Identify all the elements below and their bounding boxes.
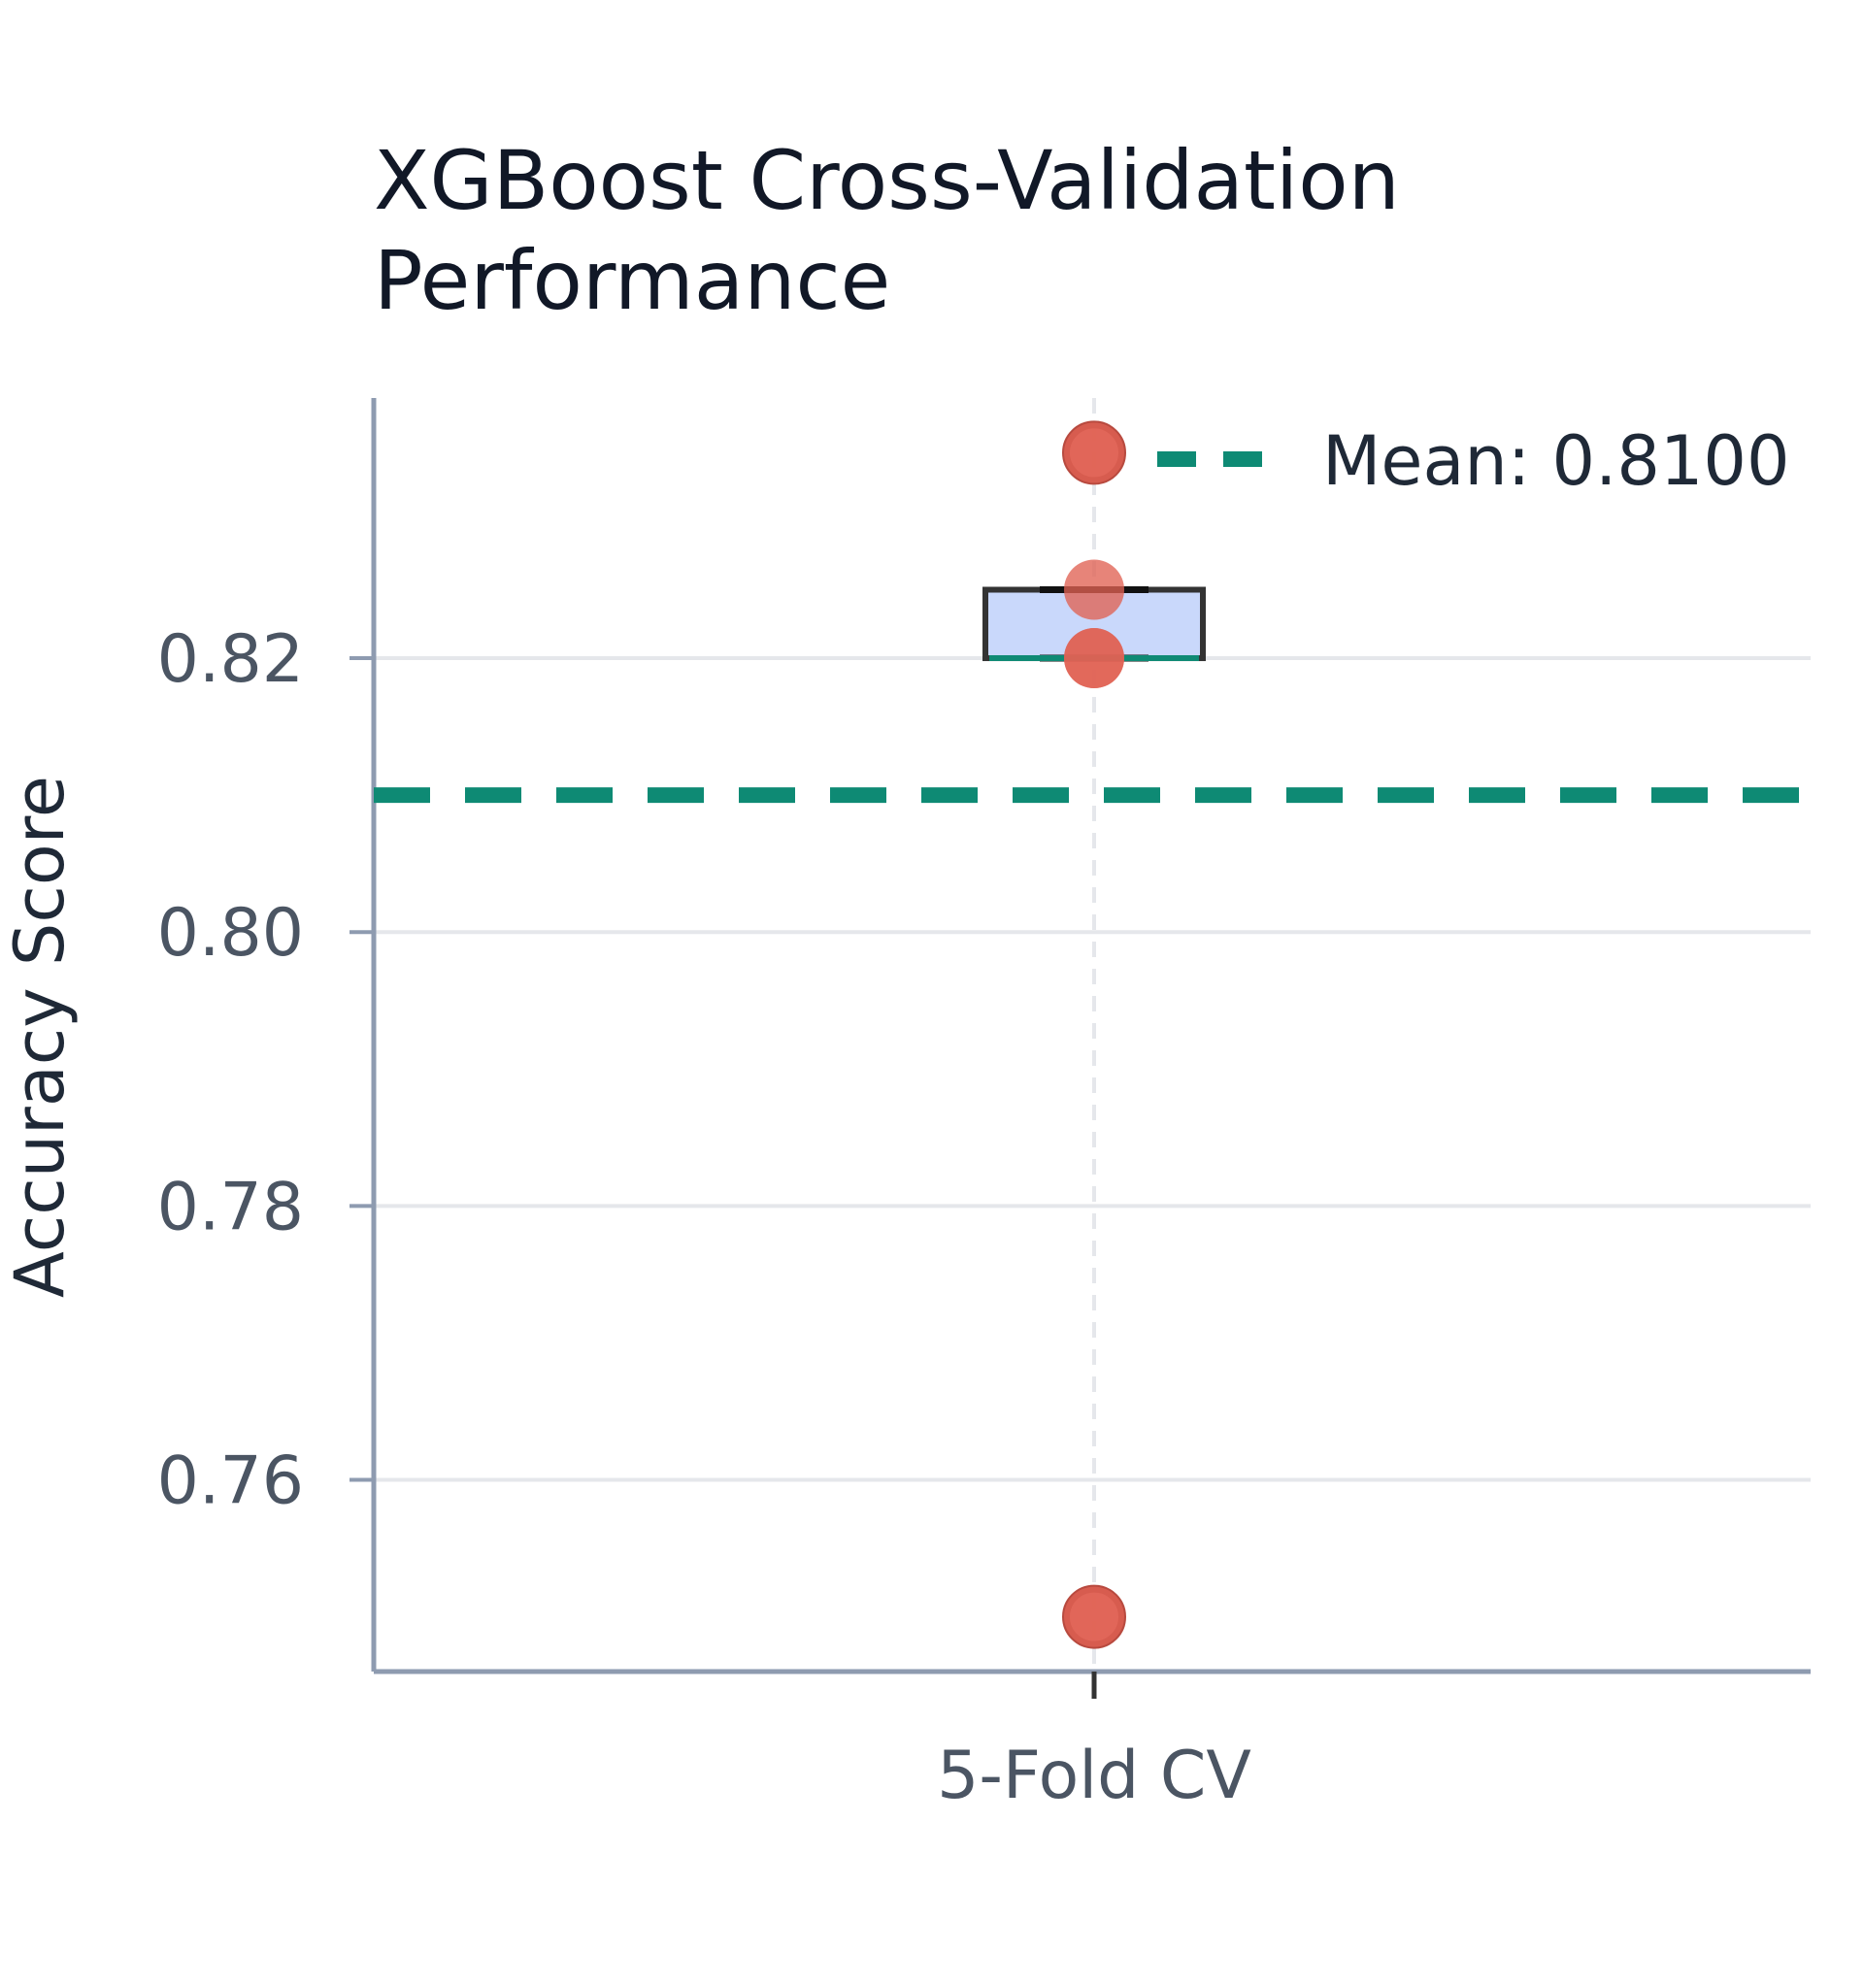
y-axis-label: Accuracy Score [0, 776, 80, 1298]
y-tick-label: 0.82 [157, 621, 304, 698]
y-tick-label: 0.78 [157, 1169, 304, 1245]
plot-area: 0.76 0.78 0.80 0.82 5-Fold CV Mean: 0.8100 [157, 398, 1811, 1814]
fold-score-point [1064, 422, 1124, 483]
fold-score-point [1064, 628, 1124, 689]
y-tick-label: 0.80 [157, 895, 304, 972]
fold-score-point [1064, 559, 1124, 620]
legend-mean-label: Mean: 0.8100 [1322, 421, 1790, 501]
x-tick-label: 5-Fold CV [937, 1738, 1251, 1814]
chart-title-line-1: XGBoost Cross-Validation [374, 133, 1400, 228]
y-tick-label: 0.76 [157, 1442, 304, 1519]
chart-title-line-2: Performance [374, 233, 890, 328]
fold-score-point [1064, 1586, 1124, 1647]
